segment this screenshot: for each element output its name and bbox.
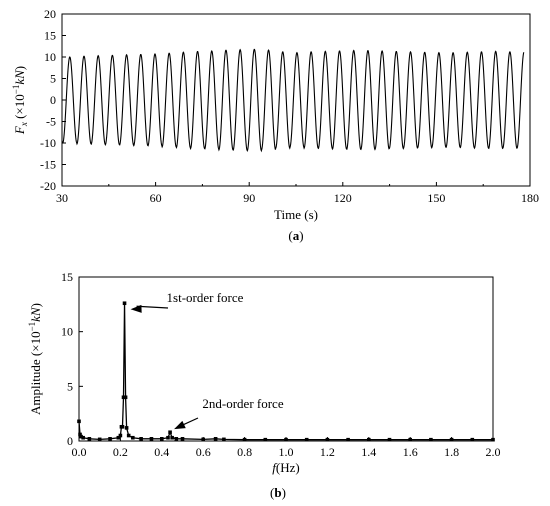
panel-b-data-point — [180, 437, 185, 441]
panel-b-annotation-label: 1st-order force — [167, 290, 244, 305]
panel-b-annotation-arrowhead — [130, 304, 142, 313]
panel-b-x-tick-label: 1.8 — [444, 445, 459, 459]
panel-a-force-series — [61, 48, 525, 153]
panel-b-data-point — [77, 419, 81, 424]
panel-a-y-tick-label: 20 — [44, 7, 56, 21]
panel-b-data-point — [123, 395, 128, 400]
panel-b-data-point — [124, 426, 129, 430]
panel-b-x-tick-label: 0.8 — [237, 445, 252, 459]
panel-b-data-point — [263, 437, 268, 442]
panel-a-x-tick-label: 120 — [334, 191, 352, 205]
panel-b-data-point — [118, 433, 123, 438]
panel-b-data-point — [449, 437, 454, 442]
panel-b-x-tick-label: 1.2 — [320, 445, 335, 459]
panel-b-y-tick-label: 5 — [67, 379, 73, 393]
panel-a-y-tick-label: 5 — [50, 72, 56, 86]
panel-b-annotations: 1st-order force 2nd-order force — [130, 290, 284, 430]
panel-b-chart: 0.0 0.2 0.4 0.6 0.8 1.0 1.2 1.4 1.6 1.8 2.0051015 … — [27, 270, 501, 500]
panel-a-x-axis-label: Time (s) — [274, 207, 318, 222]
panel-a-y-axis-label: Fx (×10−1kN) — [11, 66, 29, 135]
panel-b-ticks: 0.0 0.2 0.4 0.6 0.8 1.0 1.2 1.4 1.6 1.8 2.0 0 5 10 15 — [61, 270, 501, 459]
panel-b-data-point — [81, 435, 85, 440]
panel-b-y-tick-label: 15 — [61, 270, 73, 284]
panel-b-x-axis-label: f(Hz) — [272, 460, 299, 475]
panel-b-data-point — [174, 437, 179, 441]
panel-b-data-point — [222, 437, 226, 442]
panel-a-y-tick-label: -15 — [40, 158, 56, 172]
panel-b-data-point — [387, 437, 392, 442]
panel-b-data-point — [346, 437, 350, 442]
panel-b-spectrum-series — [78, 303, 493, 441]
panel-b-x-tick-label: 2.0 — [486, 445, 501, 459]
panel-b-data-point — [149, 437, 154, 441]
panel-b-x-tick-label: 0.4 — [154, 445, 169, 459]
panel-b-data-point — [470, 437, 475, 442]
panel-a-y-tick-label: 0 — [50, 93, 56, 107]
panel-b-data-point — [79, 434, 83, 439]
panel-b-spectrum-markers — [77, 301, 495, 442]
panel-a-x-tick-label: 180 — [521, 191, 539, 205]
panel-b-data-point — [168, 430, 172, 435]
panel-b-x-tick-label: 0.6 — [196, 445, 211, 459]
panel-a-y-tick-label: 10 — [44, 50, 56, 64]
panel-b-data-point — [160, 437, 164, 441]
panel-b-data-point — [201, 437, 205, 442]
panel-a-y-tick-label: 15 — [44, 29, 56, 43]
panel-a-y-tick-label: -10 — [40, 136, 56, 150]
panel-b-data-point — [139, 437, 143, 441]
panel-b-caption: (b) — [270, 485, 286, 500]
panel-b-data-point — [131, 435, 135, 440]
panel-b-data-point — [242, 437, 247, 442]
panel-b-data-point — [78, 432, 82, 437]
panel-b-data-point — [87, 437, 92, 441]
panel-b-data-point — [126, 433, 131, 438]
panel-b-data-point — [304, 437, 309, 442]
panel-a-caption: (a) — [288, 228, 303, 243]
panel-b-x-tick-label: 0.2 — [113, 445, 128, 459]
panel-b-data-point — [97, 437, 102, 442]
panel-a-x-tick-label: 150 — [427, 191, 445, 205]
panel-b-data-point — [116, 435, 121, 440]
panel-b-data-point — [170, 435, 174, 440]
panel-a-ticks: 30 60 90 120 150 180 -20 -15 -10 -5 0 5 10 15 20 — [40, 7, 539, 205]
panel-b-data-point — [108, 437, 112, 441]
panel-b-y-axis-label: Amplitude (×10−1kN) — [27, 303, 43, 415]
panel-a-y-tick-label: -20 — [40, 179, 56, 193]
panel-b-x-tick-label: 1.4 — [361, 445, 376, 459]
panel-b-annotation-arrow-shaft — [136, 305, 169, 309]
panel-b-data-point — [491, 437, 495, 442]
panel-a-chart: 30 60 90 120 150 180 -20 -15 -10 -5 0 5 10 15 20 Time … — [11, 7, 539, 243]
panel-b-x-tick-label: 0.0 — [72, 445, 87, 459]
panel-b-y-tick-label: 0 — [67, 434, 73, 448]
panel-b-data-point — [325, 437, 330, 442]
panel-b-data-point — [122, 301, 127, 306]
panel-b-x-tick-label: 1.0 — [279, 445, 294, 459]
panel-a-y-tick-label: -5 — [46, 115, 56, 129]
panel-b-plot-frame — [78, 276, 494, 442]
panel-b-data-point — [429, 437, 433, 442]
panel-b-data-point — [367, 437, 371, 442]
panel-a-x-tick-label: 60 — [150, 191, 162, 205]
panel-b-data-point — [121, 395, 126, 400]
panel-b-data-point — [408, 437, 412, 442]
panel-b-data-point — [120, 424, 125, 429]
panel-b-annotation-label: 2nd-order force — [202, 396, 283, 411]
panel-b-data-point — [284, 437, 288, 442]
panel-a-x-tick-label: 90 — [243, 191, 255, 205]
panel-b-data-point — [166, 435, 170, 440]
panel-b-y-tick-label: 10 — [61, 325, 73, 339]
panel-a-x-tick-label: 30 — [56, 191, 68, 205]
panel-a-plot-frame — [61, 13, 531, 187]
panel-b-x-tick-label: 1.6 — [403, 445, 418, 459]
panel-b-data-point — [213, 437, 218, 441]
panel-b-annotation-arrowhead — [174, 420, 186, 430]
